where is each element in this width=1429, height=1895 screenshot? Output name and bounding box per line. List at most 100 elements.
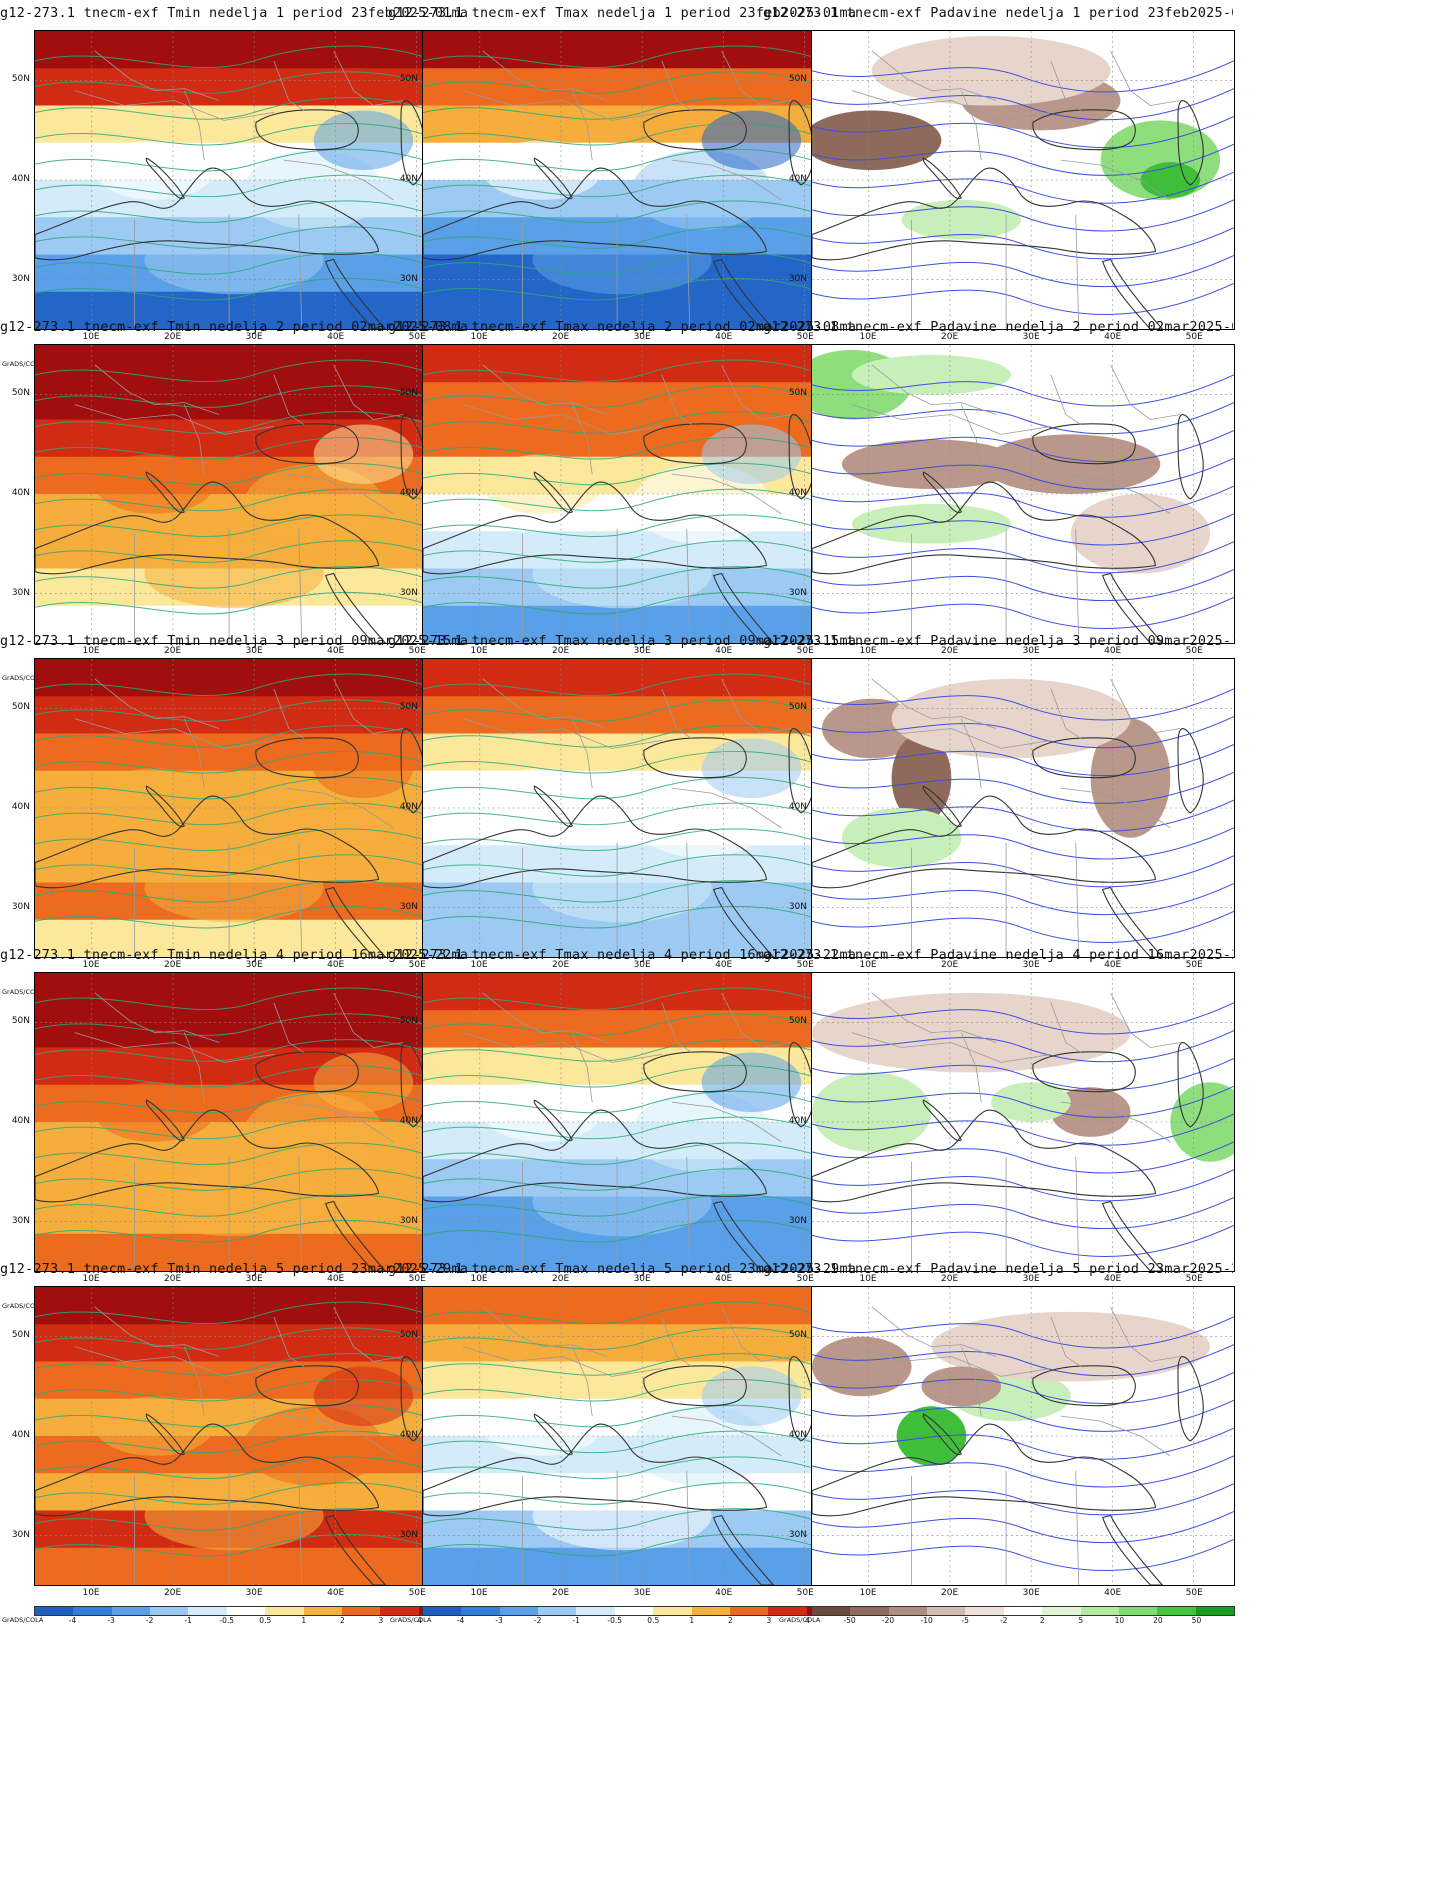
longitude-tick-label: 50E bbox=[796, 1588, 814, 1598]
map-plot-area bbox=[811, 30, 1235, 330]
field-band bbox=[423, 605, 845, 643]
map-plot-area bbox=[34, 658, 458, 958]
precip-anomaly-area bbox=[851, 503, 1012, 544]
longitude-tick-label: 20E bbox=[164, 332, 182, 342]
isoline bbox=[812, 910, 1234, 943]
latitude-tick-label: 50N bbox=[399, 1330, 418, 1340]
longitude-tick-label: 20E bbox=[552, 1274, 570, 1284]
country-border bbox=[686, 1156, 691, 1271]
longitude-tick-label: 10E bbox=[470, 646, 488, 656]
longitude-tick-label: 30E bbox=[1022, 1274, 1040, 1284]
latitude-tick-label: 40N bbox=[788, 1430, 807, 1440]
legend-swatch bbox=[576, 1607, 615, 1615]
isoline bbox=[423, 776, 845, 801]
country-border bbox=[1075, 1156, 1080, 1271]
legend-tick-label: 2 bbox=[339, 1616, 345, 1625]
isoline bbox=[35, 1064, 457, 1089]
longitude-tick-label: 10E bbox=[82, 960, 100, 970]
legend-swatch bbox=[812, 1607, 851, 1615]
panel-title: g12-273.1 tnecm-exf Padavine nedelja 2 p… bbox=[763, 320, 1233, 335]
isoline bbox=[35, 854, 457, 878]
coastline bbox=[1101, 1514, 1164, 1585]
field-anomaly-blob bbox=[144, 1166, 324, 1237]
country-border bbox=[283, 1101, 394, 1143]
field-anomaly-blob bbox=[144, 538, 324, 609]
country-border bbox=[960, 718, 982, 789]
map-plot-area bbox=[811, 1286, 1235, 1586]
isoline bbox=[35, 462, 457, 487]
isoline bbox=[812, 1483, 1234, 1516]
legend-tick-label: -10 bbox=[920, 1616, 933, 1625]
isoline bbox=[812, 429, 1234, 463]
coastline bbox=[1032, 1051, 1136, 1093]
isoline bbox=[423, 1219, 845, 1244]
coastline bbox=[255, 737, 359, 779]
longitude-tick-label: 20E bbox=[941, 1588, 959, 1598]
legend-tick-label: 0.5 bbox=[647, 1616, 660, 1625]
isoline bbox=[812, 1057, 1234, 1091]
latitude-tick-label: 50N bbox=[11, 1016, 30, 1026]
isoline bbox=[35, 776, 457, 801]
latitude-tick-label: 40N bbox=[399, 802, 418, 812]
legend-tick-label: 20 bbox=[1153, 1616, 1163, 1625]
isoline bbox=[423, 411, 845, 435]
coastline bbox=[533, 157, 573, 200]
isoline bbox=[812, 1141, 1234, 1174]
country-border bbox=[686, 842, 691, 957]
precip-anomaly-area bbox=[871, 35, 1111, 106]
isoline bbox=[423, 277, 845, 302]
country-border bbox=[871, 50, 997, 101]
map-canvas bbox=[423, 1287, 845, 1585]
coastline bbox=[255, 1365, 359, 1407]
coastline bbox=[643, 1365, 747, 1407]
isoline bbox=[812, 402, 1234, 435]
legend-tick-label: 2 bbox=[1039, 1616, 1045, 1625]
coastline bbox=[35, 1109, 379, 1203]
isoline bbox=[812, 855, 1234, 888]
country-border bbox=[462, 1346, 662, 1377]
isoline bbox=[423, 854, 845, 878]
map-canvas bbox=[35, 345, 457, 643]
country-border bbox=[94, 50, 220, 101]
isoline bbox=[812, 60, 1234, 93]
coastline bbox=[643, 423, 747, 465]
isoline bbox=[423, 1194, 845, 1218]
panel-title: g12-273.1 tnecm-exf Padavine nedelja 3 p… bbox=[763, 634, 1233, 649]
field-anomaly-blob bbox=[701, 424, 802, 485]
legend-tick-label: 3 bbox=[378, 1616, 384, 1625]
country-border bbox=[183, 718, 205, 789]
field-anomaly-blob bbox=[532, 1480, 712, 1551]
country-border bbox=[571, 1346, 593, 1417]
coastline bbox=[324, 886, 387, 957]
coastline bbox=[533, 471, 573, 514]
coastline bbox=[1101, 886, 1164, 957]
country-border bbox=[74, 1032, 274, 1063]
country-border bbox=[661, 60, 692, 111]
country-border bbox=[74, 90, 274, 121]
longitude-tick-label: 20E bbox=[941, 332, 959, 342]
coastline bbox=[788, 1041, 815, 1128]
longitude-tick-label: 10E bbox=[82, 646, 100, 656]
latitude-tick-label: 50N bbox=[788, 74, 807, 84]
precip-anomaly-area bbox=[841, 439, 1022, 490]
isoline bbox=[423, 1353, 845, 1377]
longitude-tick-label: 30E bbox=[1022, 646, 1040, 656]
legend-swatch bbox=[965, 1607, 1004, 1615]
isoline bbox=[812, 1427, 1234, 1460]
isoline bbox=[812, 541, 1234, 574]
coastline bbox=[400, 1355, 427, 1442]
map-panel-tmin-week-2: g12-273.1 tnecm-exf Tmin nedelja 2 perio… bbox=[0, 314, 470, 692]
country-border bbox=[273, 60, 304, 111]
precip-anomaly-area bbox=[812, 992, 1131, 1073]
coastline bbox=[324, 1200, 387, 1271]
field-anomaly-blob bbox=[632, 464, 772, 544]
country-border bbox=[960, 90, 982, 161]
coastline bbox=[1177, 99, 1204, 186]
country-border bbox=[298, 842, 303, 957]
legend-swatch bbox=[461, 1607, 500, 1615]
coastline bbox=[788, 1355, 815, 1442]
country-border bbox=[1110, 1306, 1181, 1362]
coastline bbox=[255, 109, 359, 151]
coastline bbox=[255, 1051, 359, 1093]
isoline bbox=[812, 743, 1234, 777]
